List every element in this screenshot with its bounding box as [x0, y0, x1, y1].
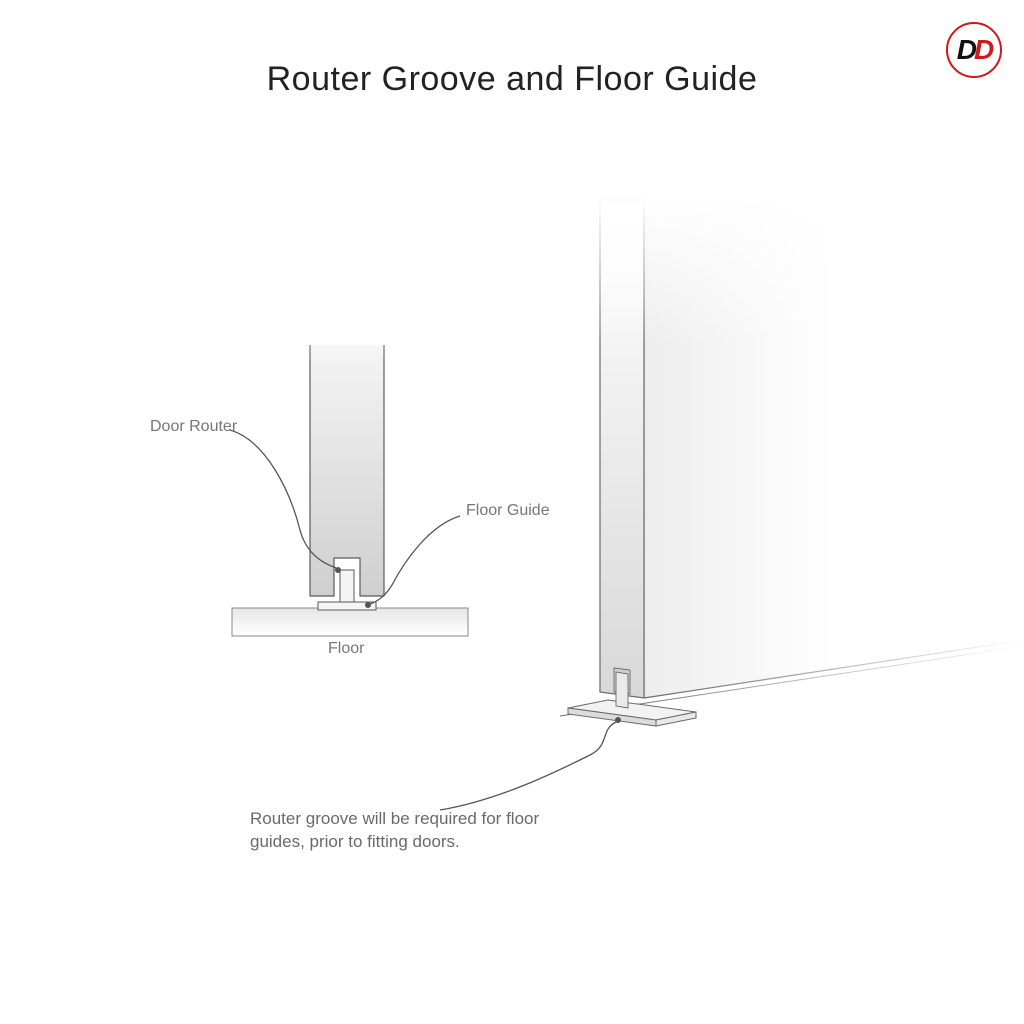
- label-floor: Floor: [328, 640, 364, 658]
- label-floor-guide: Floor Guide: [466, 502, 550, 520]
- label-door-router: Door Router: [150, 418, 237, 436]
- cross-section-group: [230, 255, 468, 636]
- note-text: Router groove will be required for floor…: [250, 808, 570, 854]
